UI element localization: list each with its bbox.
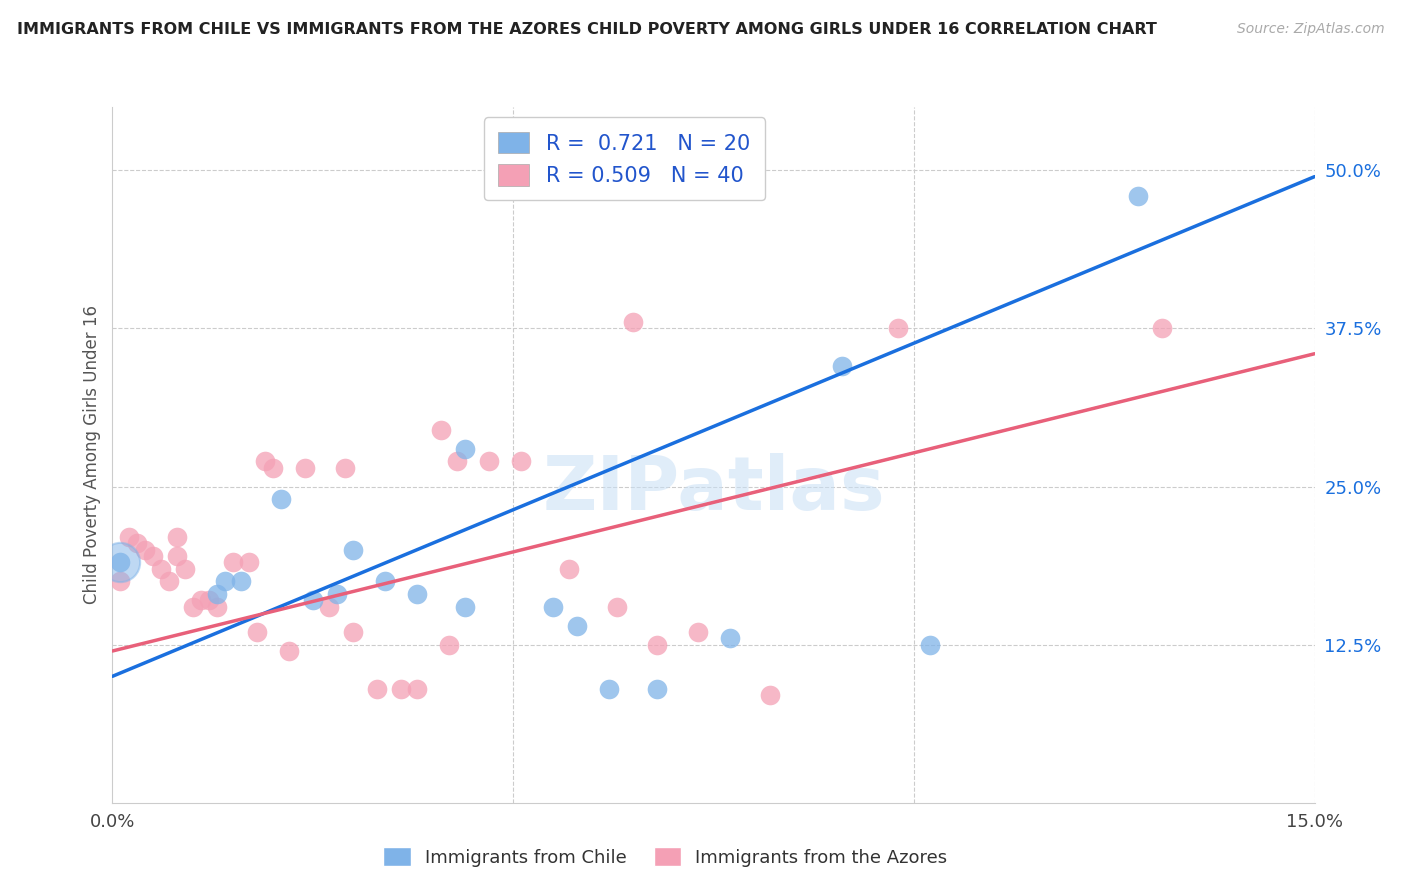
Point bbox=[157, 574, 180, 589]
Point bbox=[173, 562, 195, 576]
Point bbox=[374, 574, 396, 589]
Point bbox=[125, 536, 148, 550]
Point bbox=[149, 562, 172, 576]
Point bbox=[110, 556, 132, 570]
Point bbox=[326, 587, 349, 601]
Point bbox=[831, 359, 853, 374]
Point bbox=[454, 599, 477, 614]
Point bbox=[366, 681, 388, 696]
Point bbox=[1128, 188, 1150, 202]
Point bbox=[318, 599, 340, 614]
Point bbox=[647, 681, 669, 696]
Point bbox=[406, 681, 429, 696]
Text: Source: ZipAtlas.com: Source: ZipAtlas.com bbox=[1237, 22, 1385, 37]
Point bbox=[117, 530, 139, 544]
Point bbox=[222, 556, 245, 570]
Point bbox=[718, 632, 741, 646]
Point bbox=[141, 549, 163, 563]
Point bbox=[110, 556, 132, 570]
Point bbox=[229, 574, 252, 589]
Point bbox=[166, 549, 188, 563]
Point bbox=[686, 625, 709, 640]
Point bbox=[437, 638, 460, 652]
Point bbox=[246, 625, 269, 640]
Point bbox=[406, 587, 429, 601]
Point bbox=[294, 460, 316, 475]
Point bbox=[454, 442, 477, 456]
Point bbox=[214, 574, 236, 589]
Y-axis label: Child Poverty Among Girls Under 16: Child Poverty Among Girls Under 16 bbox=[83, 305, 101, 605]
Point bbox=[430, 423, 453, 437]
Point bbox=[110, 574, 132, 589]
Point bbox=[621, 315, 644, 329]
Point bbox=[166, 530, 188, 544]
Point bbox=[1152, 321, 1174, 335]
Point bbox=[333, 460, 356, 475]
Point bbox=[918, 638, 941, 652]
Point bbox=[302, 593, 325, 607]
Point bbox=[758, 688, 780, 702]
Point bbox=[190, 593, 212, 607]
Point bbox=[238, 556, 260, 570]
Point bbox=[478, 454, 501, 468]
Point bbox=[253, 454, 276, 468]
Point bbox=[558, 562, 581, 576]
Point bbox=[567, 618, 589, 632]
Point bbox=[205, 599, 228, 614]
Point bbox=[598, 681, 620, 696]
Point bbox=[277, 644, 299, 658]
Point bbox=[181, 599, 204, 614]
Point bbox=[342, 625, 364, 640]
Point bbox=[262, 460, 284, 475]
Point bbox=[270, 492, 292, 507]
Point bbox=[197, 593, 219, 607]
Point bbox=[606, 599, 628, 614]
Point bbox=[543, 599, 565, 614]
Text: IMMIGRANTS FROM CHILE VS IMMIGRANTS FROM THE AZORES CHILD POVERTY AMONG GIRLS UN: IMMIGRANTS FROM CHILE VS IMMIGRANTS FROM… bbox=[17, 22, 1157, 37]
Point bbox=[887, 321, 910, 335]
Point bbox=[647, 638, 669, 652]
Text: ZIPatlas: ZIPatlas bbox=[543, 453, 884, 526]
Point bbox=[389, 681, 412, 696]
Point bbox=[446, 454, 468, 468]
Legend: Immigrants from Chile, Immigrants from the Azores: Immigrants from Chile, Immigrants from t… bbox=[377, 840, 955, 874]
Point bbox=[205, 587, 228, 601]
Point bbox=[134, 542, 156, 557]
Point bbox=[510, 454, 533, 468]
Point bbox=[342, 542, 364, 557]
